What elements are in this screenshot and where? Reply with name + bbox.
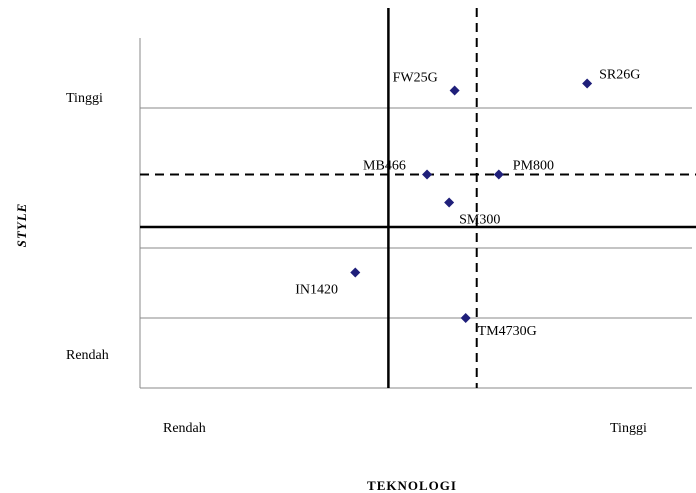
data-label-sm300: SM300 bbox=[459, 213, 500, 228]
reference-lines bbox=[140, 8, 696, 388]
x-axis-title: TEKNOLOGI bbox=[367, 478, 457, 493]
x-tick-label-high: Tinggi bbox=[610, 421, 647, 436]
x-tick-label-low: Rendah bbox=[163, 421, 206, 436]
y-tick-label-high: Tinggi bbox=[66, 91, 103, 106]
data-point-tm4730g bbox=[460, 313, 471, 323]
data-label-tm4730g: TM4730G bbox=[478, 324, 537, 339]
data-label-sr26g: SR26G bbox=[599, 68, 640, 83]
data-label-mb466: MB466 bbox=[363, 159, 406, 174]
data-point-sm300 bbox=[444, 197, 455, 208]
gridlines bbox=[139, 38, 692, 389]
data-point-pm800 bbox=[493, 169, 504, 180]
data-label-fw25g: FW25G bbox=[393, 71, 438, 86]
data-points: FW25G SR26G MB466 PM800 SM300 IN1420 TM4730G bbox=[295, 68, 640, 340]
y-axis-title: STYLE bbox=[14, 203, 29, 248]
y-tick-label-low: Rendah bbox=[66, 348, 109, 363]
data-point-sr26g bbox=[582, 78, 593, 89]
data-label-in1420: IN1420 bbox=[295, 283, 338, 298]
data-point-mb466 bbox=[422, 169, 433, 180]
data-label-pm800: PM800 bbox=[513, 159, 554, 174]
data-point-fw25g bbox=[449, 85, 460, 96]
data-point-in1420 bbox=[350, 267, 361, 278]
